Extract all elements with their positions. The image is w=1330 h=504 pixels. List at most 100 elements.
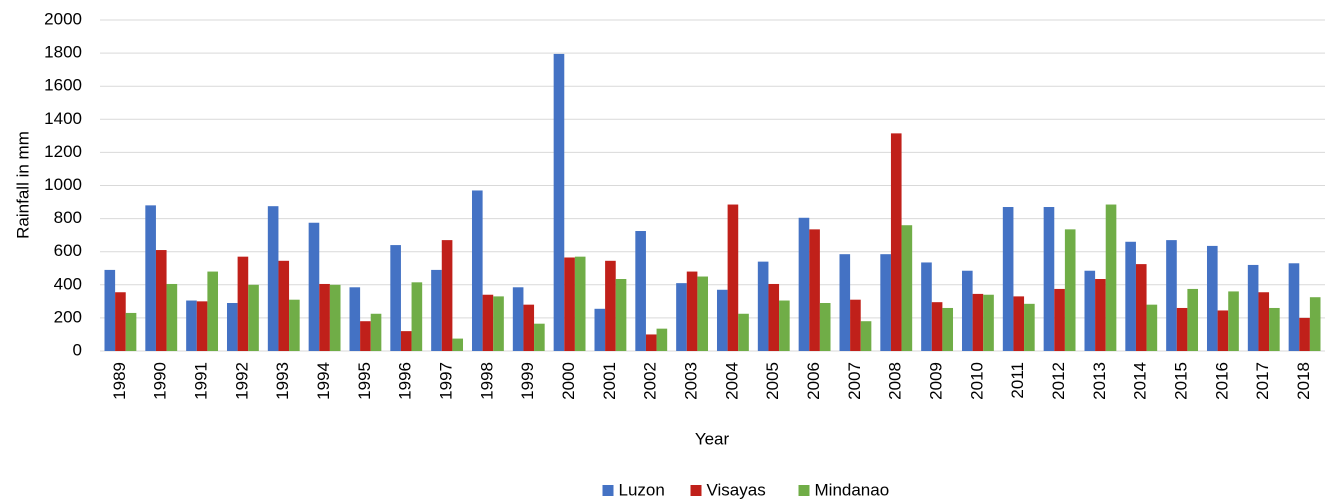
- bar: [512, 287, 524, 351]
- bar: [166, 283, 178, 351]
- bar: [523, 304, 535, 351]
- bar: [267, 206, 279, 351]
- x-tick-label: 1989: [110, 362, 129, 400]
- bar: [656, 328, 668, 351]
- bar: [534, 323, 545, 351]
- bar: [931, 302, 943, 351]
- bar: [676, 283, 687, 351]
- y-tick-label: 600: [54, 241, 82, 260]
- bar: [1299, 317, 1310, 351]
- bar: [686, 271, 698, 351]
- bar: [370, 313, 382, 351]
- legend-swatch: [690, 485, 702, 496]
- bar: [400, 331, 412, 351]
- y-tick-label: 1800: [44, 43, 82, 62]
- bar: [1095, 279, 1106, 351]
- x-tick-label: 1999: [518, 362, 537, 400]
- bar: [145, 205, 156, 351]
- bar: [727, 204, 739, 351]
- x-tick-label: 2011: [1008, 362, 1027, 399]
- y-tick-label: 1200: [44, 142, 82, 161]
- bar: [308, 222, 320, 351]
- x-tick-label: 2012: [1049, 362, 1068, 400]
- bar: [1206, 245, 1218, 351]
- bar: [115, 292, 126, 351]
- legend-label: Luzon: [619, 480, 665, 499]
- x-tick-label: 2015: [1172, 362, 1191, 400]
- bar: [1125, 241, 1136, 351]
- bar: [155, 250, 167, 351]
- bar: [248, 284, 259, 351]
- y-tick-label: 0: [73, 340, 82, 359]
- x-tick-label: 2002: [641, 362, 660, 400]
- bar: [972, 293, 984, 351]
- x-tick-label: 1994: [314, 362, 333, 400]
- bar: [1228, 291, 1239, 351]
- bar: [809, 229, 820, 351]
- x-tick-label: 1995: [355, 362, 374, 400]
- bar: [574, 256, 586, 351]
- x-tick-label: 2008: [886, 362, 905, 400]
- bar: [1013, 296, 1025, 351]
- bar: [564, 257, 575, 351]
- x-tick-label: 2007: [845, 362, 864, 400]
- x-tick-label: 1997: [437, 362, 456, 400]
- x-tick-label: 2001: [600, 362, 619, 400]
- bar: [1084, 270, 1096, 351]
- bar: [329, 284, 341, 351]
- y-axis-label: Rainfall in mm: [13, 131, 32, 239]
- y-tick-label: 1000: [44, 175, 82, 194]
- legend-swatch: [798, 485, 810, 496]
- bar: [319, 283, 330, 351]
- bar: [645, 334, 657, 351]
- bar: [125, 312, 137, 351]
- bar: [819, 303, 831, 351]
- x-tick-label: 2000: [559, 362, 578, 400]
- y-tick-label: 800: [54, 208, 82, 227]
- bar: [196, 301, 208, 351]
- x-tick-label: 1996: [396, 362, 415, 400]
- y-tick-label: 400: [54, 274, 82, 293]
- bar: [594, 308, 606, 351]
- bar: [226, 303, 238, 351]
- bar: [850, 299, 861, 351]
- x-tick-label: 2016: [1212, 362, 1231, 400]
- bar: [605, 260, 616, 351]
- legend-label: Mindanao: [815, 480, 890, 499]
- bar: [349, 287, 361, 351]
- bar: [697, 276, 709, 351]
- bar: [553, 53, 565, 352]
- bar: [482, 294, 494, 351]
- x-tick-label: 1992: [232, 362, 251, 400]
- bar: [411, 282, 423, 351]
- bar: [207, 271, 219, 351]
- bar: [716, 289, 728, 351]
- bar: [738, 313, 749, 351]
- bar: [961, 270, 973, 351]
- bar: [1146, 304, 1158, 351]
- bar: [1024, 303, 1035, 351]
- y-tick-label: 1600: [44, 76, 82, 95]
- bar: [839, 254, 851, 351]
- bar: [441, 240, 453, 351]
- x-tick-label: 2006: [804, 362, 823, 400]
- x-tick-label: 2005: [763, 362, 782, 400]
- bar: [1105, 204, 1117, 351]
- legend-label: Visayas: [707, 480, 766, 499]
- x-tick-label: 2018: [1294, 362, 1313, 400]
- bar: [471, 190, 483, 351]
- bar: [1288, 263, 1300, 351]
- x-tick-label: 2014: [1131, 362, 1150, 400]
- x-axis-label: Year: [695, 429, 730, 448]
- bar: [1064, 229, 1076, 351]
- bar: [768, 283, 780, 351]
- bar: [360, 321, 371, 351]
- bar: [798, 217, 810, 351]
- bar: [921, 262, 932, 351]
- bar: [1258, 292, 1270, 351]
- legend-swatch: [602, 485, 614, 496]
- bar: [1217, 310, 1229, 351]
- y-tick-label: 1400: [44, 109, 82, 128]
- bar: [1054, 288, 1065, 351]
- bar: [983, 294, 994, 351]
